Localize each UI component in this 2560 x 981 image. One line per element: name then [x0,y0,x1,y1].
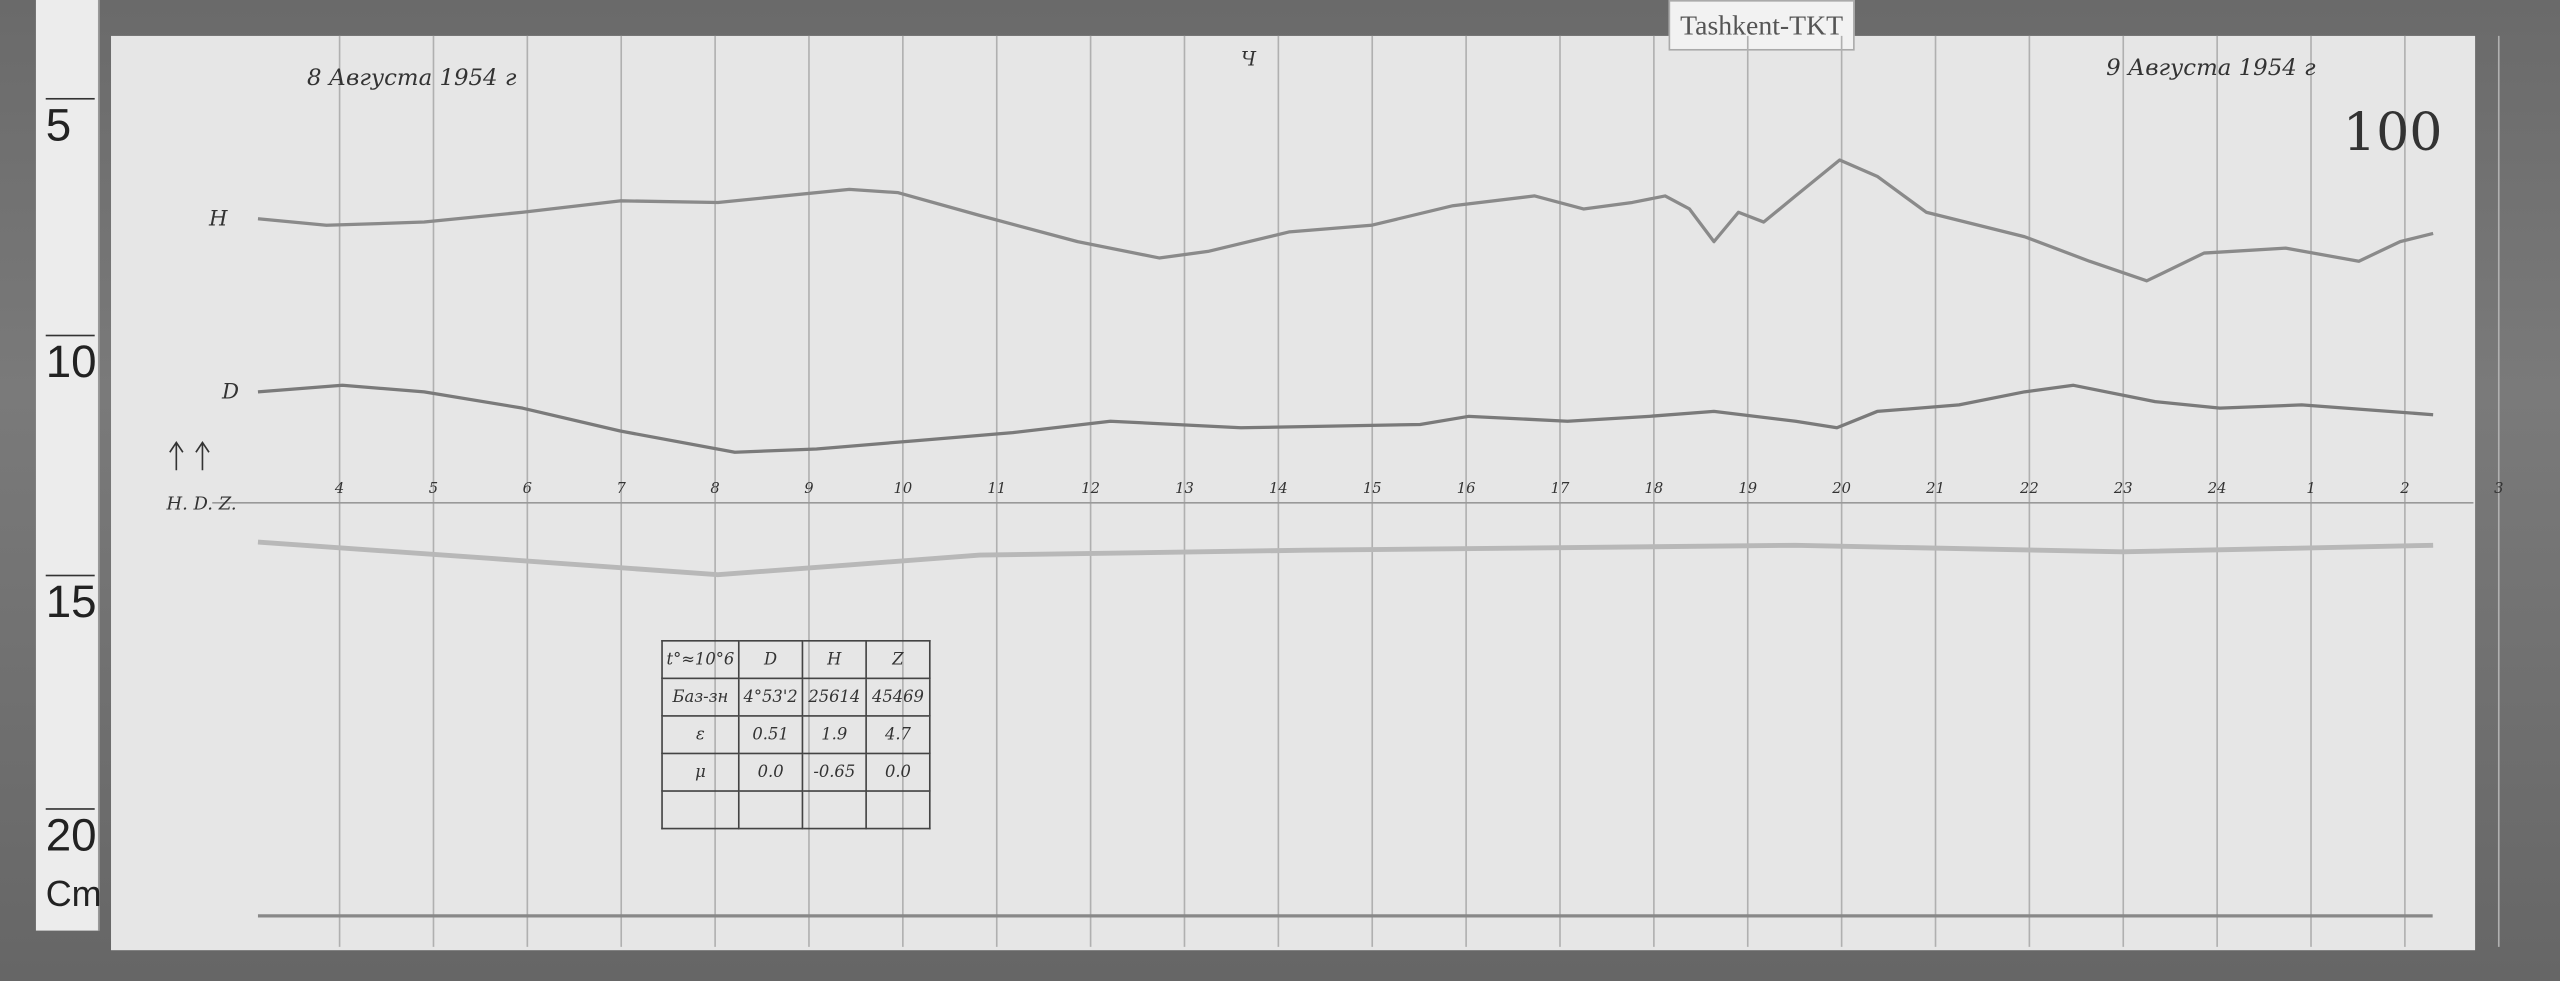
table-cell: Баз-зн [661,677,740,717]
x-tick-label: 18 [1645,480,1664,497]
ruler: 5 10 15 20 Cm [35,0,102,931]
x-tick-label: 19 [1738,480,1757,497]
x-tick-label: 24 [2207,480,2227,497]
x-tick-label: 16 [1457,480,1476,497]
label-D: D [221,379,239,404]
x-tick-label: 8 [710,480,719,497]
sheet-number: 100 [2343,103,2443,163]
ruler-mark: 15 [45,574,97,627]
trace-H [257,158,2434,283]
start-date: 8 Августа 1954 г [307,65,517,91]
x-tick-label: 1 [2306,480,2315,497]
x-tick-label: 7 [617,480,627,497]
x-tick-label: 9 [804,480,813,497]
table-cell [737,790,804,830]
x-tick-label: 3 [2494,480,2503,497]
end-date: 9 Августа 1954 г [2106,55,2316,81]
table-cell: ε [661,715,740,755]
ruler-unit: Cm [45,873,102,915]
table-cell: 0.0 [737,752,804,792]
table-cell [801,790,867,830]
table-cell [865,790,931,830]
x-tick-label: 11 [987,480,1006,497]
table-cell: -0.65 [801,752,867,792]
x-tick-label: 13 [1175,480,1194,497]
x-tick-label: 21 [1925,480,1945,497]
table-cell: 0.0 [865,752,931,792]
x-tick-label: 20 [1831,480,1851,497]
x-tick-label: 5 [429,480,438,497]
table-header: Z [865,639,931,680]
axis-legend: H. D. Z. [166,493,237,514]
table-cell: μ [661,752,740,792]
table-cell [661,790,740,830]
trace-Z [257,539,2434,578]
table-cell: 0.51 [737,715,804,755]
x-tick-label: 22 [2019,480,2039,497]
table-header: t°≈10°6 [661,639,740,680]
ruler-mark: 10 [45,334,97,387]
x-tick-label: 15 [1363,480,1382,497]
table-cell: 4.7 [865,715,931,755]
direction-arrows-icon [169,440,210,471]
label-H: H [208,206,228,231]
table-cell: 25614 [801,677,867,717]
table-header: D [737,639,804,680]
x-tick-label: 10 [894,480,913,497]
ruler-mark: 20 [45,808,97,861]
chart-paper [111,35,2476,951]
trace-D [257,383,2434,454]
top-mark: Ч [1241,47,1257,70]
table-cell: 45469 [865,677,931,717]
x-tick-label: 6 [523,480,532,497]
x-tick-label: 23 [2113,480,2133,497]
station-label: Tashkent-TKT [1668,0,1855,51]
table-cell: 1.9 [801,715,867,755]
table-cell: 4°53'2 [737,677,804,717]
baseline-table: t°≈10°6 D H Z Баз-зн 4°53'2 25614 45469 ε 0.51 1… [661,639,931,830]
x-tick-label: 2 [2399,480,2409,497]
x-tick-label: 14 [1269,480,1288,497]
x-tick-label: 17 [1551,480,1570,497]
table-header: H [801,639,867,680]
x-tick-label: 12 [1081,480,1100,497]
ruler-mark: 5 [45,97,95,152]
x-tick-label: 4 [334,480,344,497]
